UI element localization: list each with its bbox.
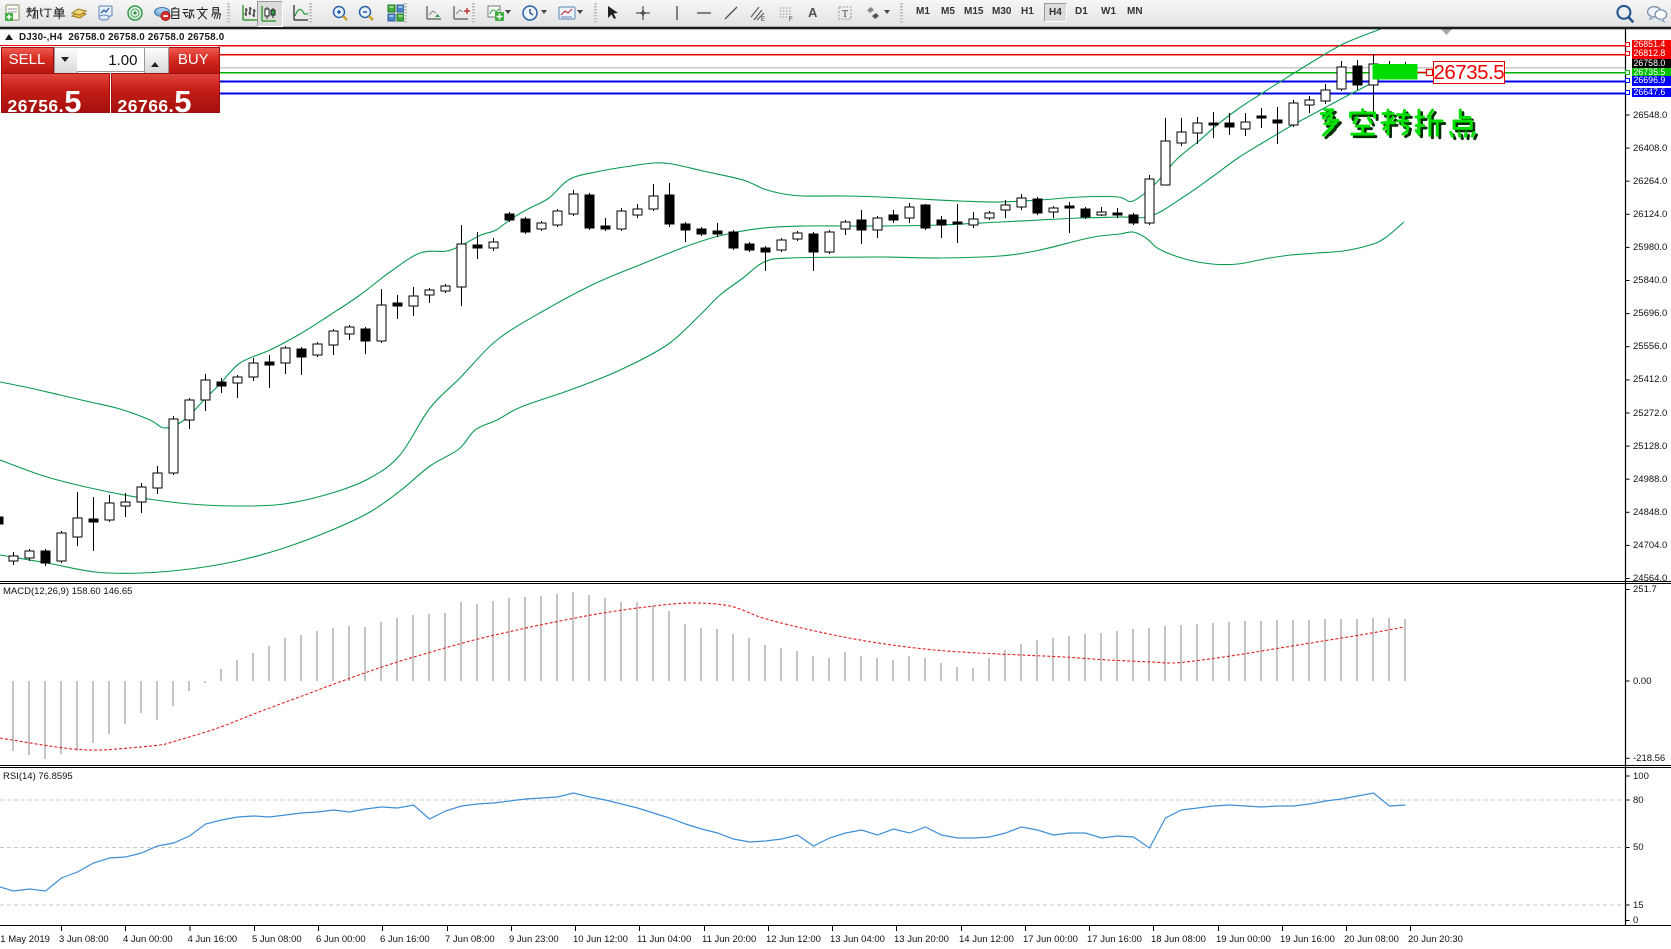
svg-text:E: E (761, 17, 765, 22)
svg-text:T: T (842, 9, 848, 20)
svg-text:F: F (789, 17, 793, 22)
